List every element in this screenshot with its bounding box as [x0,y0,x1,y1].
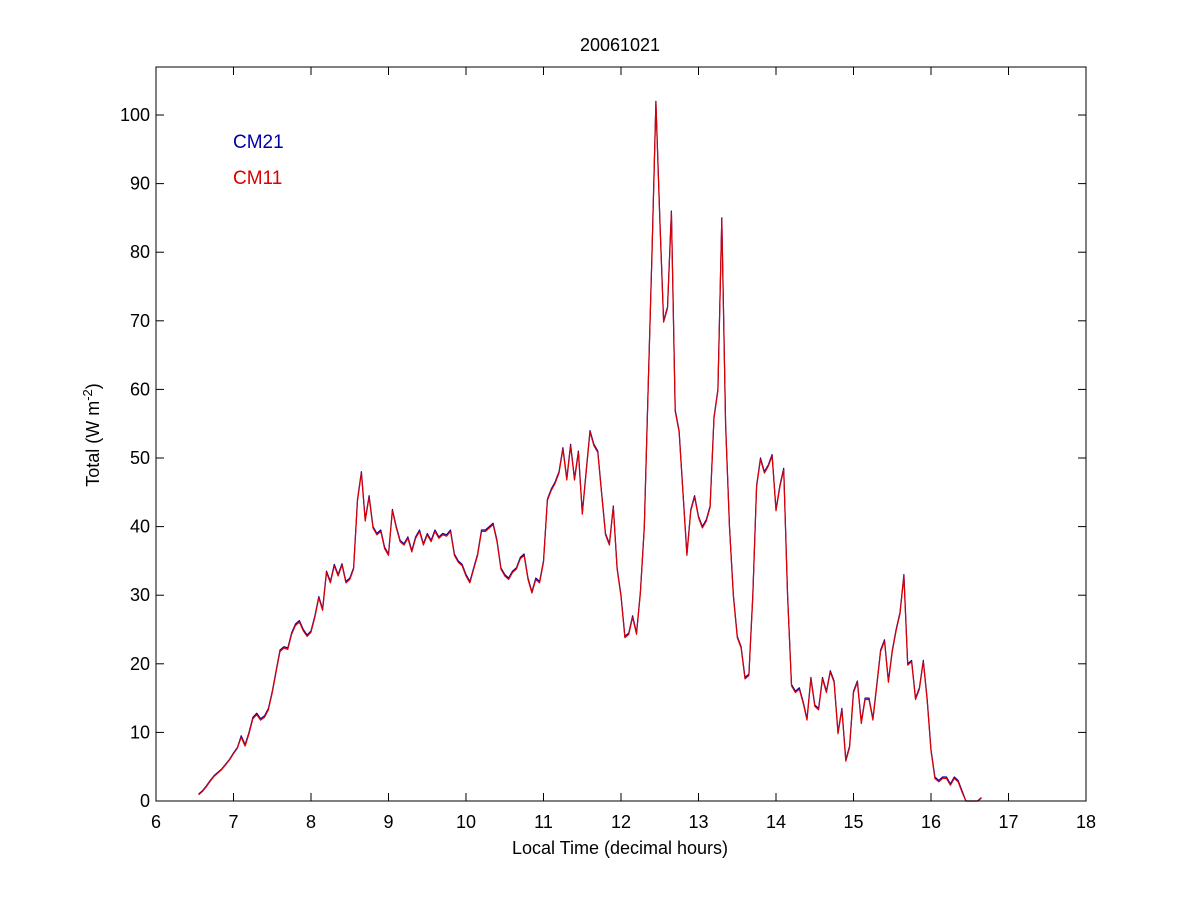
series-line-cm11 [198,102,982,802]
x-tick-label: 16 [921,812,941,832]
y-axis-label: Total (W m-2) [80,383,103,487]
y-tick-label: 70 [130,311,150,331]
y-axis-label-superscript: -2 [80,389,95,401]
x-tick-label: 12 [611,812,631,832]
x-tick-label: 8 [306,812,316,832]
x-tick-label: 7 [228,812,238,832]
x-tick-label: 14 [766,812,786,832]
x-tick-label: 10 [456,812,476,832]
legend-entry-cm21: CM21 [233,132,284,153]
x-axis-label: Local Time (decimal hours) [512,838,728,858]
y-tick-label: 50 [130,448,150,468]
x-tick-label: 9 [383,812,393,832]
y-tick-label: 90 [130,174,150,194]
y-tick-label: 80 [130,242,150,262]
y-tick-label: 10 [130,722,150,742]
legend: CM21 CM11 [233,132,284,189]
legend-entry-cm11: CM11 [233,168,282,189]
y-tick-label: 60 [130,379,150,399]
x-tick-label: 6 [151,812,161,832]
chart-title: 20061021 [580,35,660,55]
x-axis: 6 7 8 9 10 11 12 13 14 15 16 17 18 [151,67,1096,832]
y-tick-label: 40 [130,517,150,537]
series-layer [198,100,982,802]
y-tick-label: 30 [130,585,150,605]
x-tick-label: 18 [1076,812,1096,832]
x-tick-label: 11 [534,812,553,832]
y-tick-label: 0 [140,791,150,811]
x-tick-label: 17 [998,812,1018,832]
x-tick-label: 15 [843,812,863,832]
y-tick-label: 100 [120,105,150,125]
y-tick-label: 20 [130,654,150,674]
y-axis: 0 10 20 30 40 50 60 70 80 90 100 [120,105,1086,811]
y-axis-label-base: Total (W m [83,401,103,487]
x-tick-label: 13 [688,812,708,832]
y-axis-label-end: ) [83,383,103,389]
